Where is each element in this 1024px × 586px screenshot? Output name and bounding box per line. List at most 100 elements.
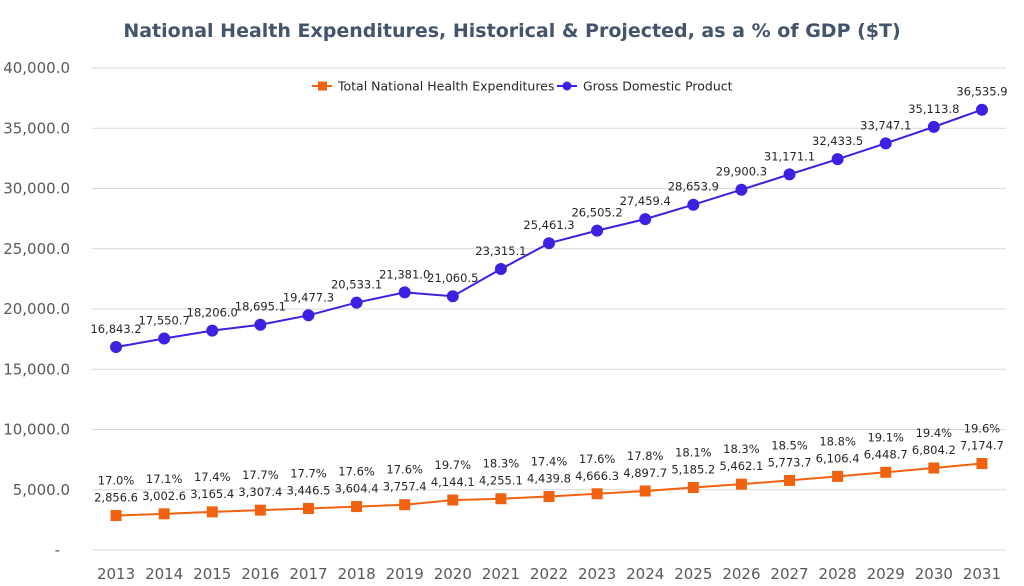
gdp-value-label: 28,653.9 bbox=[668, 180, 719, 194]
x-tick-label: 2025 bbox=[674, 565, 712, 583]
y-tick-label: 40,000.0 bbox=[3, 59, 70, 77]
gdp-point bbox=[254, 318, 267, 331]
nhe-value-label: 3,307.4 bbox=[238, 485, 282, 499]
nhe-point bbox=[206, 506, 218, 518]
x-tick-label: 2018 bbox=[337, 565, 375, 583]
gdp-value-label: 36,535.9 bbox=[956, 85, 1007, 99]
nhe-value-label: 3,604.4 bbox=[335, 482, 379, 496]
nhe-value-label: 6,106.4 bbox=[816, 451, 860, 465]
x-tick-label: 2016 bbox=[241, 565, 279, 583]
nhe-value-label: 6,448.7 bbox=[864, 447, 908, 461]
nhe-value-label: 4,439.8 bbox=[527, 472, 571, 486]
gdp-point bbox=[831, 153, 844, 166]
x-tick-label: 2031 bbox=[963, 565, 1001, 583]
gdp-value-label: 18,695.1 bbox=[235, 300, 286, 314]
gdp-value-label: 16,843.2 bbox=[90, 322, 141, 336]
nhe-pct-label: 17.8% bbox=[627, 449, 664, 463]
gdp-point bbox=[975, 103, 988, 116]
nhe-value-label: 4,897.7 bbox=[623, 466, 667, 480]
nhe-pct-label: 17.6% bbox=[579, 452, 616, 466]
x-tick-label: 2028 bbox=[819, 565, 857, 583]
gdp-point bbox=[927, 120, 940, 133]
gdp-point bbox=[735, 183, 748, 196]
gdp-value-label: 35,113.8 bbox=[908, 102, 959, 116]
legend-gdp-label: Gross Domestic Product bbox=[583, 79, 733, 94]
nhe-value-label: 3,165.4 bbox=[190, 487, 234, 501]
nhe-point bbox=[351, 501, 363, 513]
nhe-point bbox=[735, 478, 747, 490]
nhe-pct-label: 19.1% bbox=[867, 430, 904, 444]
gdp-value-label: 20,533.1 bbox=[331, 278, 382, 292]
nhe-pct-label: 18.3% bbox=[723, 442, 760, 456]
nhe-value-label: 4,666.3 bbox=[575, 469, 619, 483]
y-tick-label: 10,000.0 bbox=[3, 421, 70, 439]
nhe-point bbox=[784, 474, 796, 486]
nhe-value-label: 5,773.7 bbox=[768, 455, 812, 469]
gdp-value-label: 18,206.0 bbox=[187, 306, 238, 320]
nhe-pct-label: 17.1% bbox=[146, 472, 183, 486]
nhe-value-label: 7,174.7 bbox=[960, 439, 1004, 453]
x-tick-label: 2030 bbox=[915, 565, 953, 583]
nhe-value-label: 3,002.6 bbox=[142, 489, 186, 503]
x-tick-label: 2015 bbox=[193, 565, 231, 583]
chart-title: National Health Expenditures, Historical… bbox=[123, 20, 900, 42]
x-tick-label: 2013 bbox=[97, 565, 135, 583]
gdp-value-label: 23,315.1 bbox=[475, 244, 526, 258]
gdp-point bbox=[494, 263, 507, 276]
nhe-point bbox=[399, 499, 411, 511]
gdp-value-label: 25,461.3 bbox=[523, 218, 574, 232]
nhe-pct-label: 18.3% bbox=[483, 457, 520, 471]
series-group bbox=[110, 103, 988, 522]
nhe-value-label: 4,255.1 bbox=[479, 474, 523, 488]
nhe-point bbox=[495, 493, 507, 505]
nhe-pct-label: 19.4% bbox=[916, 426, 953, 440]
gdp-point bbox=[591, 224, 604, 237]
legend-nhe-label: Total National Health Expenditures bbox=[337, 79, 554, 94]
gdp-value-label: 32,433.5 bbox=[812, 134, 863, 148]
gdp-value-label: 21,060.5 bbox=[427, 271, 478, 285]
legend-nhe-marker bbox=[318, 81, 327, 91]
gdp-point bbox=[110, 341, 123, 354]
gdp-value-label: 27,459.4 bbox=[620, 194, 671, 208]
data-labels: 17.0% 2,856.6 17.1% 3,002.6 17.4% 3,165.4 17.7… bbox=[90, 85, 1007, 505]
x-tick-label: 2023 bbox=[578, 565, 616, 583]
y-tick-label: 5,000.0 bbox=[13, 481, 70, 499]
gdp-point bbox=[302, 309, 315, 322]
nhe-pct-label: 18.8% bbox=[819, 434, 856, 448]
nhe-point bbox=[254, 504, 266, 516]
nhe-value-label: 5,185.2 bbox=[671, 463, 715, 477]
x-tick-label: 2017 bbox=[289, 565, 327, 583]
nhe-pct-label: 18.1% bbox=[675, 446, 712, 460]
nhe-pct-label: 17.0% bbox=[98, 474, 135, 488]
gdp-point bbox=[350, 296, 363, 309]
nhe-pct-label: 19.6% bbox=[964, 422, 1001, 436]
nhe-value-label: 2,856.6 bbox=[94, 491, 138, 505]
nhe-pct-label: 17.7% bbox=[242, 468, 279, 482]
nhe-pct-label: 18.5% bbox=[771, 438, 808, 452]
nhe-point bbox=[158, 508, 170, 520]
legend: Total National Health Expenditures Gross … bbox=[312, 79, 733, 94]
x-tick-label: 2022 bbox=[530, 565, 568, 583]
nhe-point bbox=[880, 466, 892, 478]
nhe-pct-label: 17.4% bbox=[531, 455, 568, 469]
gdp-point bbox=[879, 137, 892, 150]
nhe-point bbox=[110, 510, 122, 522]
nhe-point bbox=[976, 458, 988, 470]
gdp-value-label: 31,171.1 bbox=[764, 149, 815, 163]
legend-gdp-marker bbox=[562, 81, 572, 91]
x-tick-label: 2026 bbox=[722, 565, 760, 583]
nhe-value-label: 3,446.5 bbox=[287, 483, 331, 497]
y-tick-label: 25,000.0 bbox=[3, 240, 70, 258]
nhe-point bbox=[543, 491, 555, 503]
nhe-point bbox=[447, 494, 459, 506]
nhe-pct-label: 17.6% bbox=[338, 465, 375, 479]
x-tick-label: 2024 bbox=[626, 565, 664, 583]
nhe-value-label: 5,462.1 bbox=[719, 459, 763, 473]
gdp-point bbox=[687, 198, 700, 211]
y-tick-label: 15,000.0 bbox=[3, 360, 70, 378]
gdp-point bbox=[783, 168, 796, 181]
gdp-value-label: 33,747.1 bbox=[860, 118, 911, 132]
gdp-value-label: 29,900.3 bbox=[716, 165, 767, 179]
nhe-pct-label: 17.4% bbox=[194, 470, 231, 484]
